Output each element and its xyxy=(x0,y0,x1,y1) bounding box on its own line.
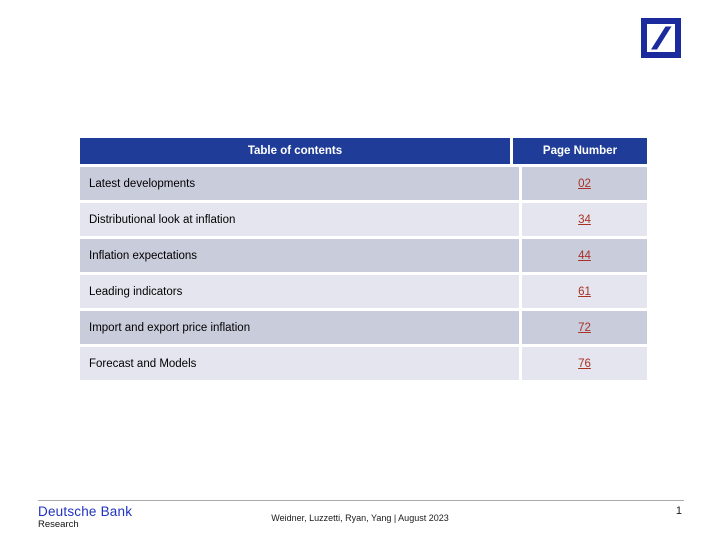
page-link[interactable]: 61 xyxy=(578,285,591,298)
page-link[interactable]: 72 xyxy=(578,321,591,334)
toc-row-label: Distributional look at inflation xyxy=(80,203,519,236)
deutsche-bank-logo-icon xyxy=(641,18,681,58)
table-row: Latest developments 02 xyxy=(80,167,647,200)
table-header-contents: Table of contents xyxy=(247,145,343,157)
table-row: Leading indicators 61 xyxy=(80,275,647,308)
footer-authors: Weidner, Luzzetti, Ryan, Yang | August 2… xyxy=(271,513,449,523)
footer-brand: Deutsche Bank xyxy=(38,504,133,519)
footer-divider xyxy=(38,500,684,501)
page-link[interactable]: 44 xyxy=(578,249,591,262)
toc-row-label: Import and export price inflation xyxy=(80,311,519,344)
table-row: Forecast and Models 76 xyxy=(80,347,647,380)
toc-row-label: Inflation expectations xyxy=(80,239,519,272)
toc-row-label: Forecast and Models xyxy=(80,347,519,380)
page-link[interactable]: 76 xyxy=(578,357,591,370)
table-row: Import and export price inflation 72 xyxy=(80,311,647,344)
table-header-page-number: Page Number xyxy=(510,138,647,164)
toc-row-label: Latest developments xyxy=(80,167,519,200)
table-row: Distributional look at inflation 34 xyxy=(80,203,647,236)
footer-brand-sub: Research xyxy=(38,519,79,530)
page-link[interactable]: 34 xyxy=(578,213,591,226)
toc-row-label: Leading indicators xyxy=(80,275,519,308)
table-header-row: Table of contents Page Number xyxy=(80,138,647,164)
page-link[interactable]: 02 xyxy=(578,177,591,190)
footer-page-number: 1 xyxy=(675,505,682,517)
table-of-contents: Table of contents Page Number Latest dev… xyxy=(80,138,647,380)
table-row: Inflation expectations 44 xyxy=(80,239,647,272)
